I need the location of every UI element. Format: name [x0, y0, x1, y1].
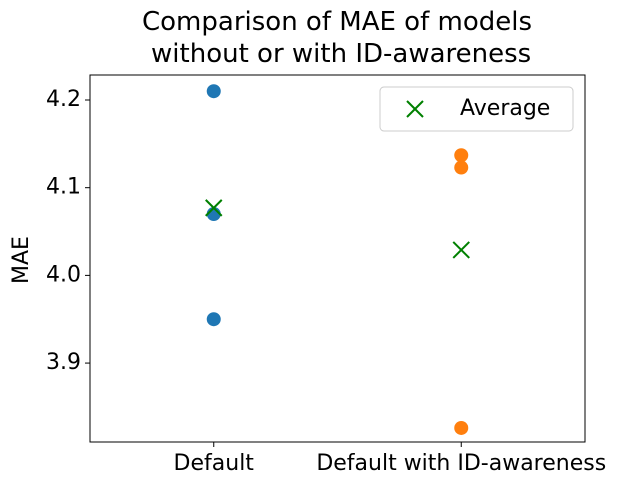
- y-tick-label: 4.2: [46, 87, 81, 112]
- point: [454, 148, 469, 163]
- y-axis-label: MAE: [9, 236, 34, 284]
- y-tick-label: 4.1: [46, 175, 81, 200]
- x-stroke: [205, 199, 223, 217]
- point: [206, 84, 221, 99]
- point: [454, 160, 469, 175]
- x-marker: [406, 100, 424, 118]
- point: [454, 420, 469, 435]
- x-marker: [205, 199, 223, 217]
- x-tick-label: Default: [174, 451, 255, 476]
- chart-title: Comparison of MAE of models without or w…: [142, 7, 532, 69]
- plot-frame: [89, 74, 586, 443]
- x-tick-label: Default with ID-awareness: [316, 451, 606, 476]
- x-stroke: [452, 241, 470, 259]
- legend-box: [379, 86, 574, 132]
- y-tick-label: 3.9: [46, 350, 81, 375]
- legend-label: Average: [460, 96, 550, 121]
- y-tick-label: 4.0: [46, 262, 81, 287]
- x-stroke: [406, 100, 424, 118]
- x-marker: [452, 241, 470, 259]
- point: [206, 312, 221, 327]
